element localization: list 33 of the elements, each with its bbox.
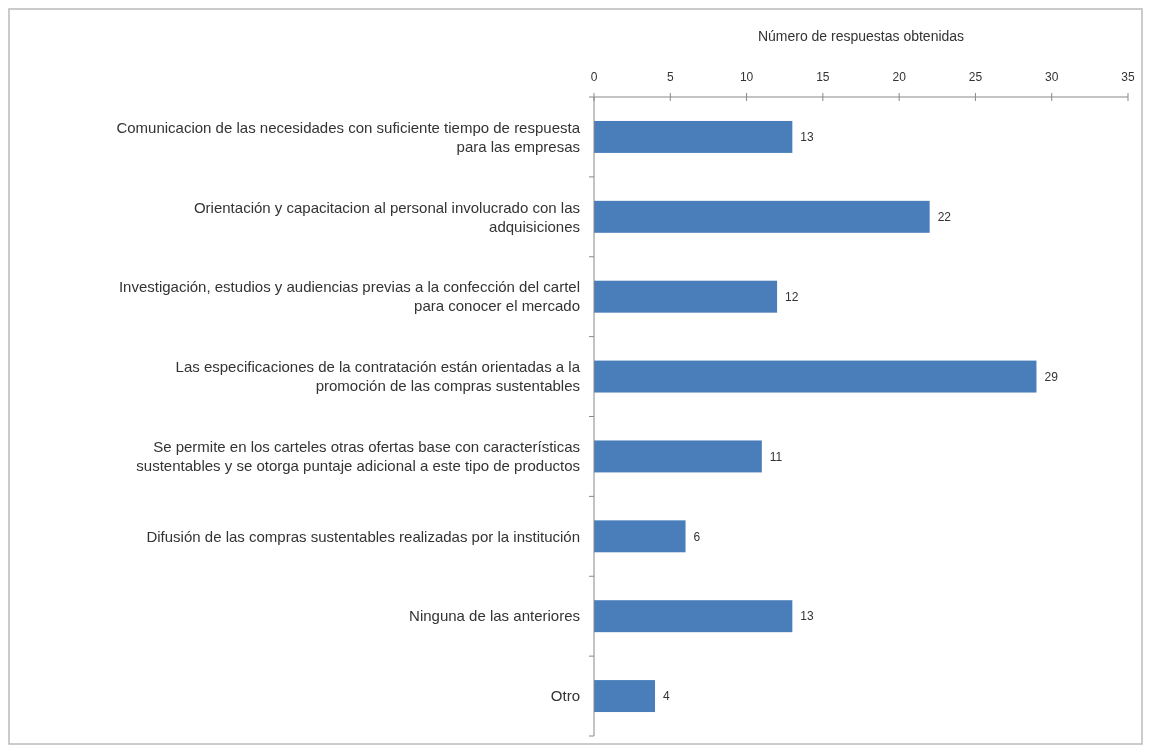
data-label: 22	[937, 210, 952, 225]
y-tick-label: Las especificaciones de la contratación están orientadas a la promoción de las compras sustentables	[175, 358, 581, 395]
bar	[594, 680, 656, 713]
bar	[594, 360, 1037, 393]
y-tick-label: Orientación y capacitacion al personal involucrado con las adquisiciones	[193, 198, 580, 235]
x-tick-label: 0	[590, 70, 598, 84]
y-tick-label: Investigación, estudios y audiencias previas a la confección del cartel para conocer el mercado	[118, 278, 580, 315]
bar	[594, 600, 793, 633]
y-tick-label: Ninguna de las anteriores	[409, 607, 580, 625]
data-label: 4	[663, 689, 671, 704]
data-label: 12	[785, 289, 799, 304]
bar	[594, 120, 793, 153]
x-tick-label: 30	[1045, 70, 1059, 84]
data-label: 11	[769, 449, 783, 464]
y-tick-label: Se permite en los carteles otras ofertas base con características sustentables y se otorga puntaje adicional a este tipo de productos	[136, 438, 580, 475]
y-tick-label: Comunicacion de las necesidades con suficiente tiempo de respuesta para las empresas	[116, 118, 581, 155]
bar	[594, 200, 930, 233]
x-tick-label: 35	[1121, 70, 1135, 84]
y-tick-label: Otro	[550, 687, 580, 705]
x-tick-label: 15	[816, 70, 830, 84]
data-label: 13	[800, 130, 815, 145]
x-tick-label: 20	[892, 70, 907, 84]
x-tick-label: 25	[968, 70, 983, 84]
data-label: 6	[693, 529, 701, 544]
bar	[594, 280, 778, 313]
x-tick-label: 5	[666, 70, 674, 84]
bar	[594, 440, 762, 473]
data-label: 13	[800, 609, 815, 624]
data-label: 29	[1044, 369, 1059, 384]
x-tick-label: 10	[739, 70, 754, 84]
x-axis-title: Número de respuestas obtenidas	[757, 28, 965, 44]
y-tick-label: Difusión de las compras sustentables realizadas por la institución	[146, 527, 580, 545]
bar	[594, 520, 686, 553]
